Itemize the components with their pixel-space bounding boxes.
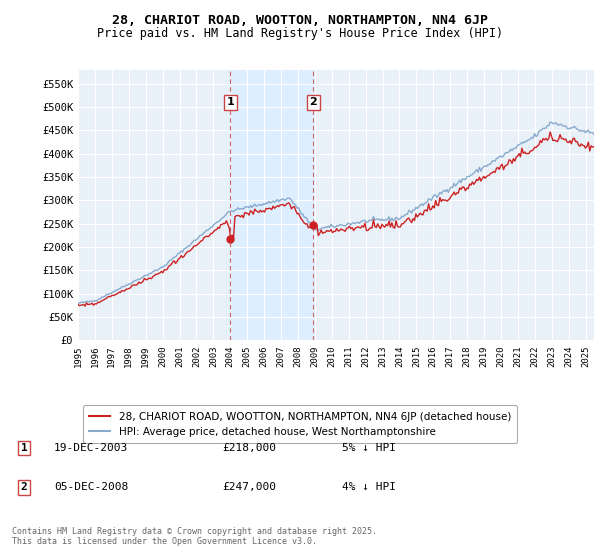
Text: 1: 1 [226,97,234,108]
Legend: 28, CHARIOT ROAD, WOOTTON, NORTHAMPTON, NN4 6JP (detached house), HPI: Average p: 28, CHARIOT ROAD, WOOTTON, NORTHAMPTON, … [83,405,517,443]
Text: £247,000: £247,000 [222,482,276,492]
Text: 5% ↓ HPI: 5% ↓ HPI [342,443,396,453]
Text: 19-DEC-2003: 19-DEC-2003 [54,443,128,453]
Text: 28, CHARIOT ROAD, WOOTTON, NORTHAMPTON, NN4 6JP: 28, CHARIOT ROAD, WOOTTON, NORTHAMPTON, … [112,14,488,27]
Text: Price paid vs. HM Land Registry's House Price Index (HPI): Price paid vs. HM Land Registry's House … [97,27,503,40]
Text: 4% ↓ HPI: 4% ↓ HPI [342,482,396,492]
Text: 05-DEC-2008: 05-DEC-2008 [54,482,128,492]
Text: 2: 2 [310,97,317,108]
Text: £218,000: £218,000 [222,443,276,453]
Text: 2: 2 [20,482,28,492]
Bar [230,69,313,340]
Text: 1: 1 [20,443,28,453]
Text: Contains HM Land Registry data © Crown copyright and database right 2025.
This d: Contains HM Land Registry data © Crown c… [12,526,377,546]
